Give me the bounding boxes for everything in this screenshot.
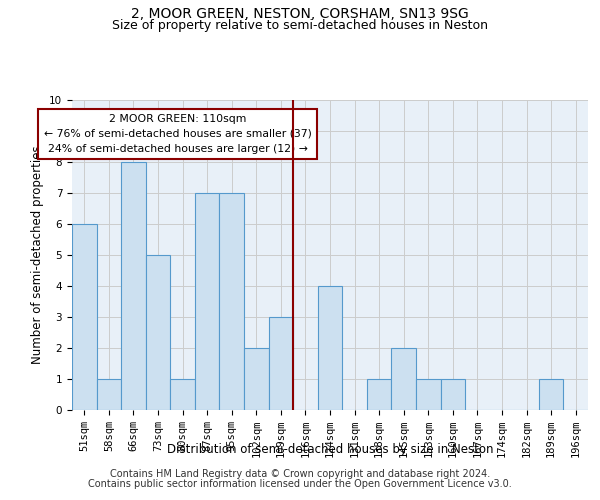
Text: Size of property relative to semi-detached houses in Neston: Size of property relative to semi-detach… bbox=[112, 19, 488, 32]
Bar bbox=[391, 348, 416, 410]
Bar bbox=[97, 379, 121, 410]
Bar bbox=[416, 379, 440, 410]
Bar bbox=[220, 193, 244, 410]
Bar bbox=[146, 255, 170, 410]
Bar bbox=[269, 317, 293, 410]
Bar bbox=[440, 379, 465, 410]
Text: 2, MOOR GREEN, NESTON, CORSHAM, SN13 9SG: 2, MOOR GREEN, NESTON, CORSHAM, SN13 9SG bbox=[131, 8, 469, 22]
Text: Distribution of semi-detached houses by size in Neston: Distribution of semi-detached houses by … bbox=[167, 442, 493, 456]
Y-axis label: Number of semi-detached properties: Number of semi-detached properties bbox=[31, 146, 44, 364]
Text: Contains public sector information licensed under the Open Government Licence v3: Contains public sector information licen… bbox=[88, 479, 512, 489]
Bar bbox=[367, 379, 391, 410]
Bar bbox=[170, 379, 195, 410]
Bar bbox=[72, 224, 97, 410]
Bar bbox=[539, 379, 563, 410]
Bar bbox=[195, 193, 220, 410]
Bar bbox=[318, 286, 342, 410]
Bar bbox=[244, 348, 269, 410]
Text: 2 MOOR GREEN: 110sqm
← 76% of semi-detached houses are smaller (37)
24% of semi-: 2 MOOR GREEN: 110sqm ← 76% of semi-detac… bbox=[44, 114, 311, 154]
Text: Contains HM Land Registry data © Crown copyright and database right 2024.: Contains HM Land Registry data © Crown c… bbox=[110, 469, 490, 479]
Bar bbox=[121, 162, 146, 410]
